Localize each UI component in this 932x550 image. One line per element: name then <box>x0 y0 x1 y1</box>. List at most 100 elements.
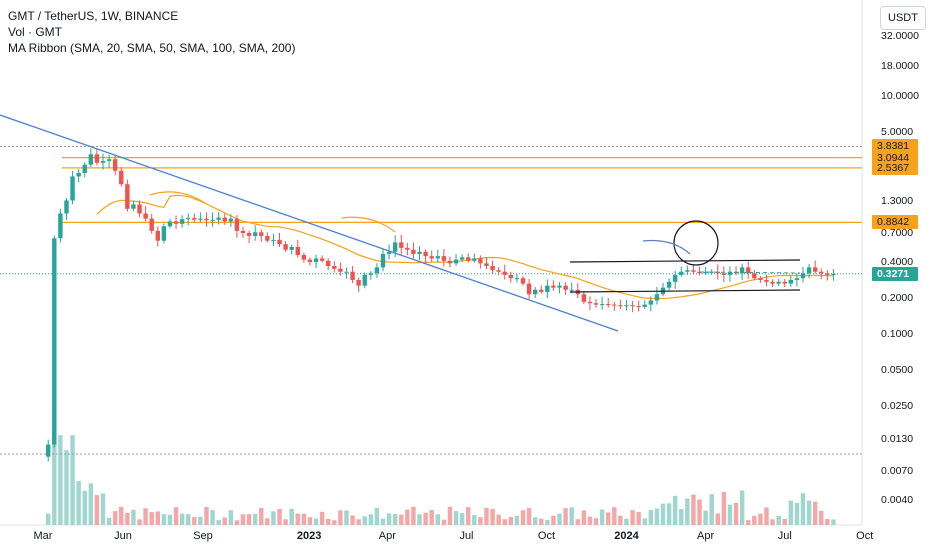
volume-bar <box>228 510 234 525</box>
volume-bar <box>466 507 471 525</box>
volume-bar <box>660 503 666 525</box>
candle <box>484 257 489 270</box>
candle <box>368 271 374 280</box>
volume-bar <box>350 515 355 525</box>
volume-bar <box>64 450 69 525</box>
volume-bar <box>265 518 270 525</box>
volume-bar <box>819 510 824 525</box>
volume-bar <box>758 513 763 525</box>
candle <box>472 253 477 263</box>
candle <box>831 269 836 281</box>
ma-hump <box>149 191 206 204</box>
volume-bar <box>399 514 404 525</box>
currency-button[interactable]: USDT <box>880 6 926 30</box>
volume-bar <box>612 507 617 525</box>
channel-top-line[interactable] <box>569 259 801 263</box>
symbol-title[interactable]: GMT / TetherUS, 1W, BINANCE <box>8 9 179 23</box>
volume-bar <box>484 507 489 525</box>
volume-bar <box>186 514 191 525</box>
volume-bar <box>636 511 641 525</box>
x-tick-label: Mar <box>33 530 53 542</box>
volume-bar <box>252 513 258 525</box>
candle <box>478 255 483 269</box>
candle <box>252 225 258 241</box>
volume-bar <box>374 507 380 525</box>
volume-bar <box>94 495 100 525</box>
volume-bar <box>125 512 130 525</box>
candle <box>167 218 173 229</box>
volume-bar <box>447 506 453 525</box>
candle <box>825 270 830 281</box>
x-tick-label: 2024 <box>614 530 639 542</box>
candle <box>709 269 714 275</box>
volume-bar <box>198 516 203 525</box>
volume-bar <box>746 520 751 525</box>
y-tick-label: 0.4000 <box>881 256 914 269</box>
y-tick-label: 1.3000 <box>881 195 914 208</box>
volume-bar <box>764 507 769 525</box>
candle <box>277 232 282 247</box>
highlight-circle[interactable] <box>673 220 719 266</box>
level-price-label: 2.5367 <box>872 160 918 175</box>
volume-bar <box>666 503 672 525</box>
volume-bar <box>648 509 654 525</box>
candle <box>210 212 215 227</box>
volume-bar <box>703 510 708 525</box>
volume-bar <box>642 518 647 525</box>
volume-bar <box>88 483 94 525</box>
volume-bar <box>782 518 787 525</box>
volume-bar <box>283 519 288 525</box>
volume-bar <box>155 511 160 525</box>
current-price-label: 0.3271 <box>872 266 918 281</box>
y-tick-label: 10.0000 <box>881 90 919 102</box>
y-tick-label: 5.0000 <box>881 125 914 138</box>
drawings[interactable] <box>0 114 801 332</box>
candle <box>746 261 751 279</box>
candle <box>703 267 708 275</box>
candle <box>137 200 142 217</box>
volume-bar <box>569 507 574 525</box>
volume-bar <box>173 507 179 525</box>
volume-bar <box>392 514 398 525</box>
volume-bar <box>435 514 440 525</box>
volume-bar <box>368 514 374 525</box>
candle <box>192 213 197 223</box>
candle <box>520 276 526 286</box>
x-tick-label: 2023 <box>296 530 322 542</box>
volume-bar <box>338 510 343 525</box>
ma-ribbon-legend[interactable]: MA Ribbon (SMA, 20, SMA, 50, SMA, 100, S… <box>8 41 296 55</box>
candle <box>812 260 818 274</box>
volume-bar <box>319 511 325 525</box>
candle <box>618 299 623 310</box>
horizontal-levels[interactable] <box>0 145 862 455</box>
candle <box>697 266 702 276</box>
volume-bar <box>606 512 611 525</box>
level-price-label: 0.8842 <box>872 215 918 230</box>
candle <box>679 266 684 277</box>
candle <box>423 249 428 264</box>
candle <box>581 290 587 305</box>
volume-bar <box>739 490 745 525</box>
downtrend-line[interactable] <box>0 114 619 332</box>
volume-bar <box>332 520 337 525</box>
volume-bar <box>70 435 75 525</box>
candle <box>356 277 361 293</box>
volume-bar <box>222 517 227 525</box>
y-tick-label: 0.0250 <box>881 399 914 412</box>
candle <box>186 213 191 226</box>
volume-legend[interactable]: Vol · GMT <box>8 25 63 39</box>
y-tick-label: 0.0070 <box>881 465 914 478</box>
channel-bottom-line[interactable] <box>569 289 801 293</box>
candle <box>691 264 696 275</box>
candle <box>593 299 599 308</box>
candle <box>271 233 276 247</box>
candle <box>429 250 434 263</box>
candle <box>526 278 532 299</box>
volume-bar <box>526 507 532 525</box>
x-tick-label: Oct <box>856 530 874 542</box>
candle <box>173 215 179 229</box>
volume-bar <box>411 506 416 525</box>
volume-bar <box>691 494 696 525</box>
candle <box>794 273 800 287</box>
